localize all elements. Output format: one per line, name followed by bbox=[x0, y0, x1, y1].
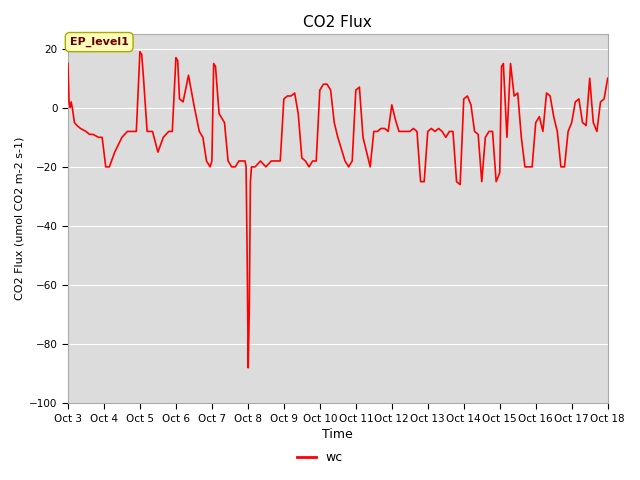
Legend: wc: wc bbox=[292, 446, 348, 469]
Text: EP_level1: EP_level1 bbox=[70, 37, 129, 47]
Y-axis label: CO2 Flux (umol CO2 m-2 s-1): CO2 Flux (umol CO2 m-2 s-1) bbox=[15, 137, 25, 300]
Title: CO2 Flux: CO2 Flux bbox=[303, 15, 372, 30]
X-axis label: Time: Time bbox=[323, 428, 353, 441]
